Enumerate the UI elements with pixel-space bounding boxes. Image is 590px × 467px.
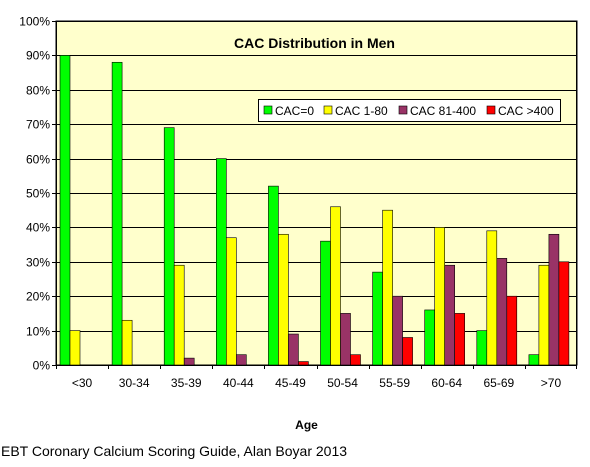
legend-swatch-cac-1-80 bbox=[323, 105, 333, 115]
x-tick-label: 40-44 bbox=[223, 376, 254, 390]
bar-cac-1-80 bbox=[330, 206, 341, 366]
x-tick-label: 65-69 bbox=[483, 376, 514, 390]
bar-cac-1-80 bbox=[173, 264, 185, 366]
legend-label: CAC >400 bbox=[498, 104, 554, 118]
y-tick-label: 100% bbox=[19, 15, 50, 29]
y-tick-label: 50% bbox=[26, 187, 50, 201]
bar-cac-1-80 bbox=[382, 209, 393, 366]
x-tick-labels: <30 30-34 35-39 40-44 45-49 50-54 55-59 60-64 65… bbox=[72, 376, 562, 390]
bar-cac-81-400 bbox=[183, 357, 195, 366]
bar-cac-1-80 bbox=[434, 227, 446, 366]
x-tick-label: 35-39 bbox=[171, 376, 202, 390]
bar-cac-1-80 bbox=[278, 233, 289, 366]
bar-cac-0 bbox=[216, 158, 227, 366]
legend-label: CAC=0 bbox=[275, 104, 314, 118]
y-tick-label: 20% bbox=[26, 290, 50, 304]
bar-cac-400 bbox=[350, 354, 361, 366]
bar-cac-81-400 bbox=[340, 313, 351, 366]
x-tick-label: <30 bbox=[72, 376, 93, 390]
x-axis-title: Age bbox=[295, 418, 318, 432]
legend-swatch-cac-400 bbox=[486, 105, 496, 115]
bar-cac-400 bbox=[506, 295, 518, 366]
bar-cac-1-80 bbox=[486, 230, 498, 366]
source-caption: EBT Coronary Calcium Scoring Guide, Alan… bbox=[1, 443, 348, 459]
plot-frame bbox=[56, 21, 577, 366]
axes bbox=[56, 21, 577, 366]
y-tick-label: 60% bbox=[26, 153, 50, 167]
bar-cac-0 bbox=[320, 240, 331, 366]
bar-cac-400 bbox=[402, 337, 413, 366]
bar-cac-81-400 bbox=[288, 333, 299, 366]
bar-cac-81-400 bbox=[392, 295, 403, 366]
chart-title: CAC Distribution in Men bbox=[234, 35, 395, 51]
y-tick-label: 70% bbox=[26, 118, 50, 132]
legend-swatch-cac-0 bbox=[263, 105, 273, 115]
bar-cac-0 bbox=[476, 330, 488, 366]
bar-cac-400 bbox=[298, 361, 309, 366]
bar-cac-81-400 bbox=[236, 354, 247, 366]
bar-cac-1-80 bbox=[538, 264, 550, 366]
x-tick-label: 60-64 bbox=[431, 376, 462, 390]
y-tick-label: 0% bbox=[33, 359, 51, 373]
x-tick-label: 30-34 bbox=[119, 376, 150, 390]
bar-cac-1-80 bbox=[69, 330, 81, 366]
x-tick-label: >70 bbox=[541, 376, 562, 390]
x-tick-label: 45-49 bbox=[275, 376, 306, 390]
bar-cac-400 bbox=[558, 261, 570, 366]
legend-swatch-cac-81-400 bbox=[398, 105, 408, 115]
bar-cac-0 bbox=[111, 61, 123, 366]
bar-cac-81-400 bbox=[548, 233, 560, 366]
bar-cac-1-80 bbox=[121, 319, 133, 366]
y-tick-label: 10% bbox=[26, 325, 50, 339]
y-tick-label: 80% bbox=[26, 84, 50, 98]
bar-cac-0 bbox=[372, 271, 383, 366]
bars bbox=[59, 55, 570, 366]
bar-cac-0 bbox=[59, 55, 71, 366]
bar-cac-81-400 bbox=[496, 258, 508, 366]
legend: CAC=0 CAC 1-80 CAC 81-400 CAC >400 bbox=[258, 99, 561, 122]
bar-cac-1-80 bbox=[226, 237, 237, 366]
y-tick-labels: 0% 10% 20% 30% 40% 50% 60% 70% 80% 90% 100% bbox=[19, 15, 50, 373]
bar-cac-0 bbox=[268, 185, 279, 366]
x-tick-label: 55-59 bbox=[379, 376, 410, 390]
legend-label: CAC 81-400 bbox=[410, 104, 476, 118]
bar-cac-0 bbox=[424, 309, 436, 366]
bar-cac-0 bbox=[528, 354, 540, 366]
x-tick-label: 50-54 bbox=[327, 376, 358, 390]
chart: 0% 10% 20% 30% 40% 50% 60% 70% 80% 90% 100% <30 30-… bbox=[19, 15, 578, 432]
y-tick-label: 40% bbox=[26, 221, 50, 235]
y-tick-label: 90% bbox=[26, 49, 50, 63]
y-tick-label: 30% bbox=[26, 256, 50, 270]
bar-cac-0 bbox=[163, 127, 175, 366]
bar-cac-81-400 bbox=[444, 264, 456, 366]
legend-label: CAC 1-80 bbox=[335, 104, 388, 118]
legend-box bbox=[258, 99, 561, 122]
bar-cac-400 bbox=[454, 313, 466, 366]
